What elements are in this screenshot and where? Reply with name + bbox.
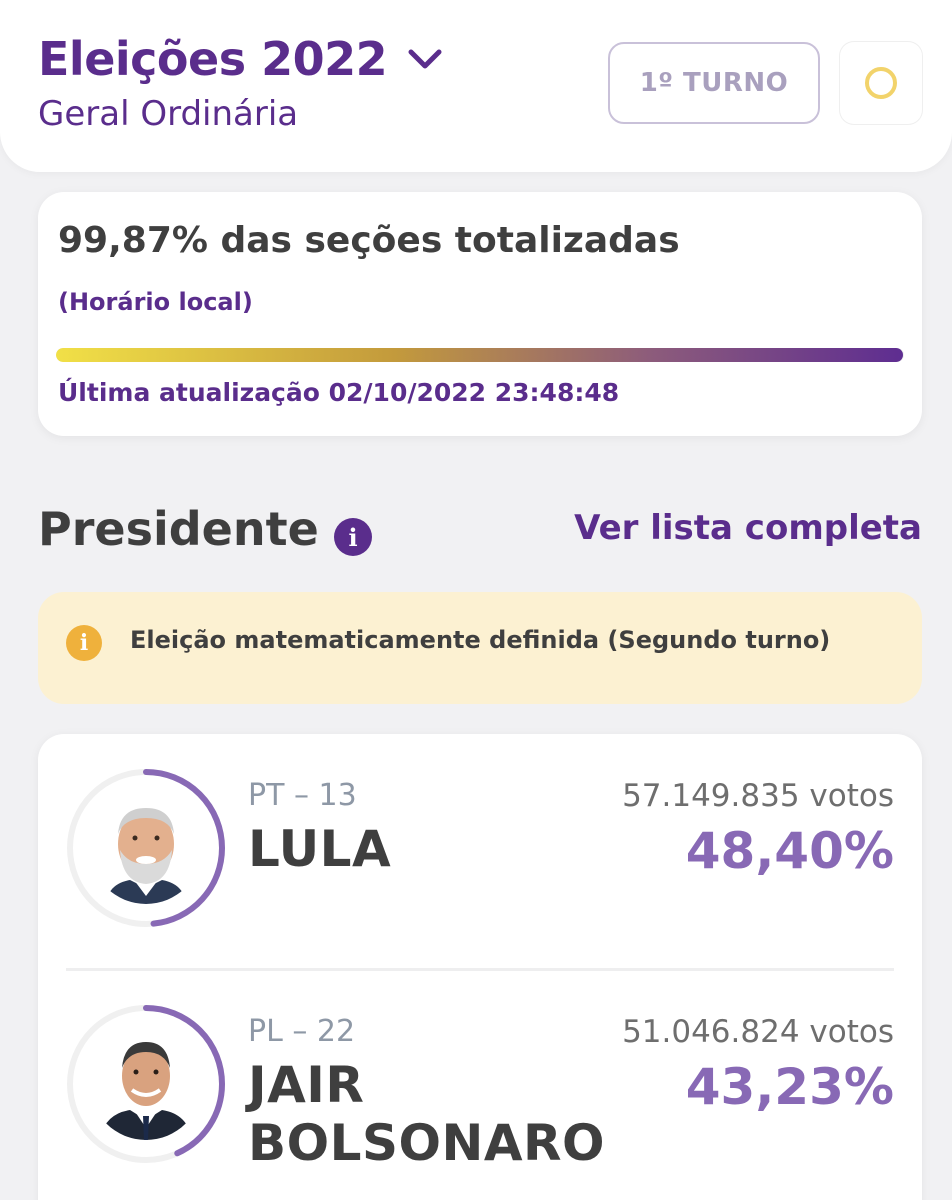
- app-header: Eleições 2022 Geral Ordinária 1º TURNO: [0, 0, 952, 172]
- candidate-percent: 48,40%: [685, 822, 894, 880]
- avatar: [90, 1028, 202, 1140]
- turno-button[interactable]: 1º TURNO: [608, 42, 820, 124]
- divider: [66, 968, 894, 971]
- vote-ring: [67, 1005, 225, 1163]
- status-button[interactable]: [840, 42, 922, 124]
- progress-bar-fill: [56, 348, 903, 362]
- candidate-row[interactable]: PL – 22 JAIR BOLSONARO 51.046.824 votos …: [38, 1004, 922, 1200]
- candidate-avatar: [66, 1004, 226, 1164]
- section-title: Presidente: [38, 502, 319, 556]
- chevron-down-icon[interactable]: [405, 44, 445, 74]
- candidate-party: PT – 13: [248, 778, 357, 813]
- info-icon[interactable]: i: [334, 518, 372, 556]
- candidate-votes: 57.149.835 votos: [622, 778, 894, 814]
- candidate-name: JAIR BOLSONARO: [248, 1056, 606, 1172]
- local-time-label: (Horário local): [58, 288, 253, 316]
- election-subtitle: Geral Ordinária: [38, 94, 299, 134]
- candidate-party: PL – 22: [248, 1014, 356, 1049]
- last-update: Última atualização 02/10/2022 23:48:48: [58, 378, 620, 407]
- alert-info-icon: i: [66, 625, 102, 661]
- election-title[interactable]: Eleições 2022: [38, 32, 388, 86]
- candidate-percent: 43,23%: [685, 1058, 894, 1116]
- status-circle-icon: [865, 67, 897, 99]
- candidate-name: LULA: [248, 820, 392, 878]
- progress-bar: [56, 348, 904, 362]
- totalization-card: 99,87% das seções totalizadas (Horário l…: [38, 192, 922, 436]
- election-selector[interactable]: Eleições 2022: [38, 32, 445, 86]
- candidate-row[interactable]: PT – 13 LULA 57.149.835 votos 48,40%: [38, 768, 922, 968]
- candidate-votes: 51.046.824 votos: [622, 1014, 894, 1050]
- candidates-card: PT – 13 LULA 57.149.835 votos 48,40%: [38, 734, 922, 1200]
- vote-ring: [67, 769, 225, 927]
- alert-text: Eleição matematicamente definida (Segund…: [130, 626, 831, 654]
- avatar: [90, 792, 202, 904]
- candidate-avatar: [66, 768, 226, 928]
- alert-banner: i Eleição matematicamente definida (Segu…: [38, 592, 922, 704]
- full-list-link[interactable]: Ver lista completa: [574, 508, 922, 548]
- totalization-percent: 99,87% das seções totalizadas: [58, 220, 680, 261]
